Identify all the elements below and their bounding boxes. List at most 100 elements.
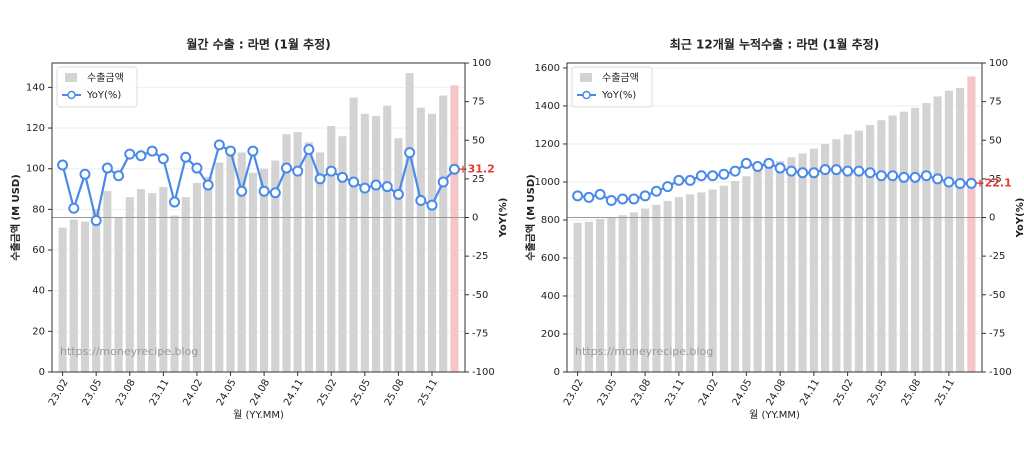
yoy-marker — [830, 164, 842, 176]
x-tick-label: 24.11 — [282, 378, 306, 408]
x-tick-label: 25.02 — [832, 378, 856, 408]
y-tick-label: 60 — [32, 245, 45, 256]
yoy-marker — [437, 176, 449, 188]
bar — [327, 126, 336, 372]
yoy-marker — [292, 165, 304, 177]
bar — [293, 132, 302, 372]
bar — [92, 209, 101, 372]
x-tick-label: 25.05 — [349, 378, 373, 408]
x-tick-label: 23.05 — [596, 378, 620, 408]
yoy-marker — [101, 162, 113, 174]
bar — [394, 138, 403, 372]
y-tick-label: 80 — [32, 204, 45, 215]
x-tick-label: 24.08 — [248, 378, 272, 408]
bar — [103, 191, 112, 372]
bar — [854, 130, 863, 372]
yoy-marker — [920, 170, 932, 182]
yoy-marker — [57, 159, 69, 171]
bar — [787, 157, 796, 372]
x-tick-label: 23.02 — [562, 378, 586, 408]
y2-tick-label: -75 — [989, 328, 1005, 339]
y2-tick-label: 50 — [472, 135, 485, 146]
bar — [136, 189, 145, 372]
bar — [776, 161, 785, 372]
y-tick-label: 40 — [32, 286, 45, 297]
yoy-marker — [707, 170, 719, 182]
legend-label: 수출금액 — [602, 72, 639, 84]
bar — [248, 172, 257, 372]
yoy-marker — [864, 167, 876, 179]
bar — [304, 142, 313, 372]
y-tick-label: 600 — [541, 253, 560, 264]
watermark: https://moneyrecipe.blog — [60, 345, 198, 358]
yoy-marker — [605, 195, 617, 207]
bar — [944, 90, 953, 372]
bar — [383, 105, 392, 372]
yoy-marker — [202, 179, 214, 191]
y-tick-label: 20 — [32, 326, 45, 337]
yoy-marker — [415, 195, 427, 207]
y2-tick-label: -50 — [989, 290, 1005, 301]
chart: 최근 12개월 누적수출 : 라면 (1월 추정) 0 200 400 600 800 10… — [524, 37, 1024, 422]
y2-tick-label: -25 — [472, 251, 488, 262]
yoy-marker — [303, 144, 315, 156]
yoy-marker — [269, 187, 281, 199]
yoy-marker — [763, 157, 775, 169]
bar — [573, 222, 582, 372]
yoy-marker — [247, 145, 259, 157]
yoy-marker — [370, 179, 382, 191]
y-tick-label: 1600 — [535, 63, 560, 74]
bar — [271, 160, 280, 372]
x-tick-label: 23.08 — [629, 378, 653, 408]
bar — [338, 136, 347, 372]
yoy-marker — [785, 165, 797, 177]
bar — [215, 162, 224, 372]
bar — [697, 192, 706, 372]
yoy-marker — [381, 181, 393, 193]
legend-marker — [67, 90, 76, 100]
legend-label: 수출금액 — [87, 72, 124, 84]
bar — [607, 217, 616, 372]
x-tick-label: 25.08 — [899, 378, 923, 408]
bar — [742, 176, 751, 372]
yoy-marker — [797, 167, 809, 179]
x-tick-label: 24.05 — [731, 378, 755, 408]
bar — [192, 182, 201, 372]
yoy-marker — [718, 168, 730, 180]
bar — [708, 189, 717, 372]
x-tick-label: 25.02 — [316, 378, 340, 408]
y2-tick-label: -25 — [989, 251, 1005, 262]
bar — [159, 187, 168, 372]
y2-tick-label: 0 — [989, 213, 995, 224]
yoy-marker — [943, 176, 955, 188]
bar — [832, 139, 841, 372]
bar — [764, 165, 773, 372]
chart: 월간 수출 : 라면 (1월 추정) 0 20 40 60 80 100 120 140 -100… — [9, 37, 509, 422]
y2-axis-label: YoY(%) — [498, 198, 509, 239]
yoy-marker — [662, 181, 674, 193]
bar — [798, 153, 807, 372]
y2-tick-label: 75 — [472, 97, 485, 108]
bar — [809, 148, 818, 372]
bar — [584, 221, 593, 372]
bar — [427, 113, 437, 373]
y2-axis-label: YoY(%) — [1015, 198, 1024, 239]
bar — [618, 215, 627, 372]
yoy-marker — [898, 171, 910, 183]
legend-swatch — [580, 73, 592, 82]
yoy-marker — [842, 165, 854, 177]
y-tick-label: 1200 — [535, 139, 560, 150]
yoy-marker — [594, 188, 606, 200]
x-tick-label: 24.11 — [798, 378, 822, 408]
y-tick-label: 0 — [39, 367, 45, 378]
yoy-marker — [213, 139, 225, 151]
yoy-marker — [639, 190, 651, 202]
bar — [416, 107, 425, 372]
y2-tick-label: 25 — [989, 174, 1002, 185]
x-tick-label: 23.02 — [47, 378, 71, 408]
yoy-marker — [392, 188, 404, 200]
y2-tick-label: -75 — [472, 328, 488, 339]
bar — [226, 146, 235, 372]
bar — [260, 168, 269, 372]
